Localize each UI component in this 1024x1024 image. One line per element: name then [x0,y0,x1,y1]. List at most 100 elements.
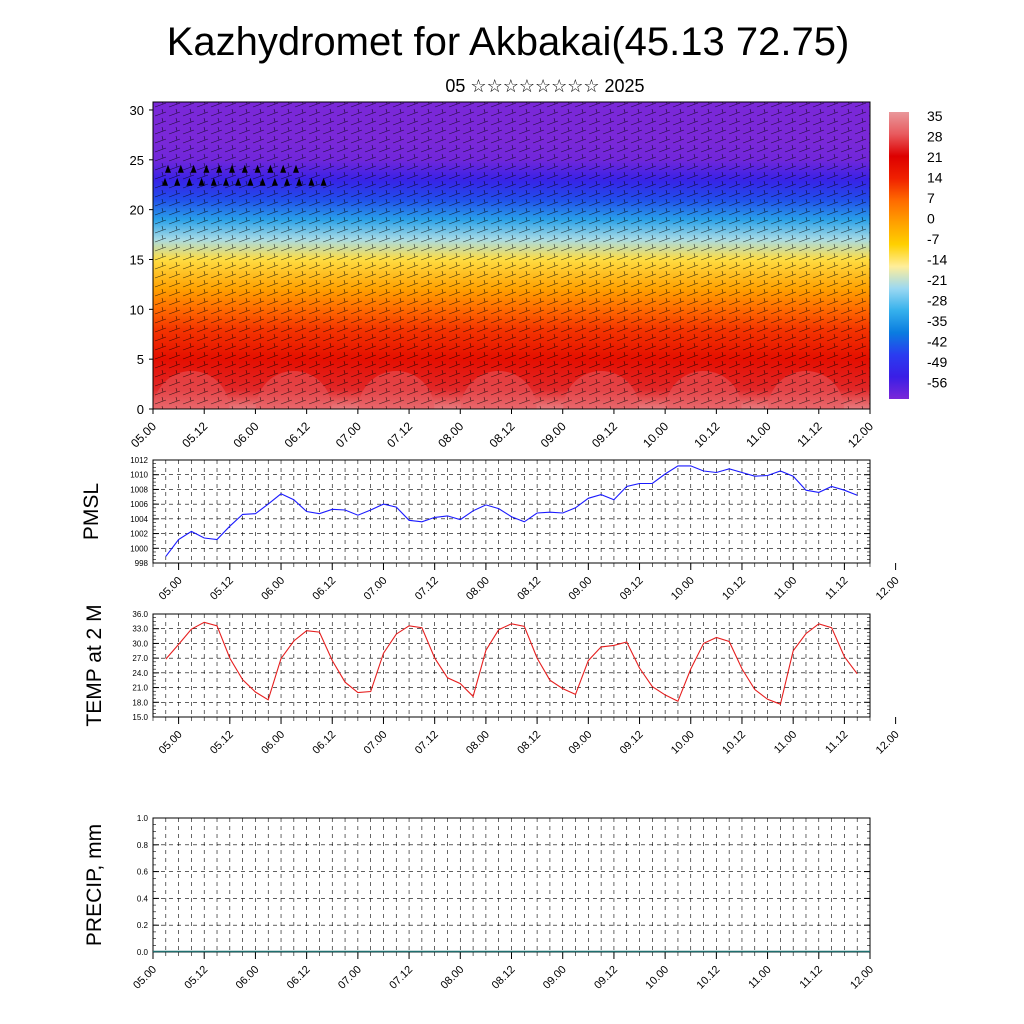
wind-flag [165,164,171,173]
y-tick-label: 0.0 [137,948,149,957]
x-tick-label: 11.00 [746,964,773,991]
y-tick-label: 998 [135,559,149,568]
wind-flag [247,177,254,186]
wind-flag [254,164,261,173]
x-tick-label: 05.00 [157,575,185,603]
y-tick-label: 1008 [130,485,148,494]
x-tick-label: 09.12 [618,729,646,757]
x-tick-label: 10.00 [669,575,697,603]
y-tick-label: 0.8 [137,841,149,850]
figure-subtitle: 05 ☆☆☆☆☆☆☆☆ 2025 [445,76,644,96]
y-tick-label: 10 [130,302,144,317]
y-tick-label: 1002 [130,530,148,539]
y-tick-label: 5 [137,352,144,367]
precip-panel: 0.0 0.2 0.4 0.6 0.8 1.0 05.00 05.12 06.00 06.12 07… [83,814,876,992]
y-tick-label: 1.0 [137,814,149,823]
y-tick-label: 25 [130,153,144,168]
x-tick-label: 08.12 [515,729,543,757]
x-tick-label: 09.00 [566,575,594,603]
x-tick-label: 08.00 [464,729,492,757]
series-line [165,621,858,705]
x-tick-label: 09.12 [589,419,620,450]
x-tick-label: 10.00 [640,419,671,450]
wind-flag [186,177,193,186]
y-tick-label: 33.0 [132,625,148,634]
wind-barbs-overlay [153,102,870,409]
colorbar: 35 28 21 14 7 0 -7 -14 -21 -28 -35 -42 -49 -56 [889,108,947,399]
x-tick-label: 12.00 [874,575,902,603]
x-tick-label: 06.12 [282,419,313,450]
x-tick-label: 11.12 [798,964,825,991]
colorbar-tick-label: -21 [927,272,947,288]
x-tick-label: 10.12 [720,575,748,603]
y-tick-label: 15 [130,252,144,267]
series-line [165,465,858,557]
x-tick-label: 11.12 [794,419,825,450]
wind-flag [203,164,210,173]
y-tick-label: 1000 [130,544,148,553]
x-tick-label: 12.00 [848,964,876,992]
x-tick-label: 07.12 [413,729,441,757]
y-tick-label: 20 [130,203,144,218]
x-tick-label: 05.12 [179,419,210,450]
x-tick-label: 07.12 [387,964,415,992]
x-tick-label: 05.12 [208,729,236,757]
wind-flag [308,177,315,186]
x-tick-label: 07.00 [336,964,364,992]
y-tick-label: 1012 [130,456,148,465]
x-tick-label: 11.12 [823,729,850,756]
x-tick-label: 09.12 [618,575,646,603]
x-tick-label: 12.00 [874,729,902,757]
wind-flag [198,177,205,186]
y-axis-label: TEMP at 2 M [83,604,106,726]
wind-flag [162,177,168,186]
colorbar-tick-label: 14 [927,170,943,186]
cross-section-panel: 0 5 10 15 20 25 30 05.00 05.12 06.00 06.12 07.00 07.… [128,101,876,450]
x-tick-label: 10.12 [720,729,748,757]
x-tick-label: 10.12 [691,419,722,450]
pmsl-panel: 998 1000 1002 1004 1006 1008 1010 1012 05.00 05.1… [80,456,902,603]
wind-flag [177,164,184,173]
colorbar-tick-label: 7 [927,190,935,206]
y-tick-label: 21.0 [132,684,148,693]
colorbar-gradient [889,112,909,399]
wind-flag [241,164,248,173]
y-tick-label: 27.0 [132,654,148,663]
x-tick-label: 09.00 [538,419,569,450]
wind-flag [320,177,327,186]
y-tick-label: 1006 [130,500,148,509]
y-tick-label: 24.0 [132,669,148,678]
y-tick-label: 30 [130,103,144,118]
y-tick-label: 1004 [130,515,148,524]
x-tick-label: 06.12 [285,964,313,992]
y-tick-label: 30.0 [132,639,148,648]
y-tick-label: 0.2 [137,921,149,930]
x-tick-label: 06.00 [259,575,287,603]
x-tick-label: 07.12 [384,419,415,450]
x-tick-label: 10.12 [695,964,723,992]
wind-flag [210,177,217,186]
x-tick-label: 09.00 [566,729,594,757]
y-tick-label: 1010 [130,471,148,480]
y-axis-label: PMSL [80,483,103,540]
colorbar-tick-label: -56 [927,375,947,391]
y-tick-label: 0.4 [137,894,149,903]
wind-flag [293,164,299,173]
wind-flag [174,177,181,186]
x-tick-label: 08.00 [464,575,492,603]
x-tick-label: 10.00 [643,964,671,992]
colorbar-tick-label: 28 [927,129,943,145]
x-tick-label: 09.12 [592,964,620,992]
x-tick-label: 07.12 [413,575,441,603]
colorbar-tick-label: -35 [927,313,947,329]
x-tick-label: 05.12 [208,575,236,603]
x-tick-label: 11.00 [743,419,774,450]
wind-flag [216,164,223,173]
x-tick-label: 09.00 [541,964,569,992]
x-tick-label: 08.12 [490,964,518,992]
wind-flag [271,177,278,186]
x-tick-label: 06.00 [259,729,287,757]
x-tick-label: 08.12 [515,575,543,603]
wind-flag [284,177,290,186]
colorbar-tick-label: -42 [927,334,947,350]
